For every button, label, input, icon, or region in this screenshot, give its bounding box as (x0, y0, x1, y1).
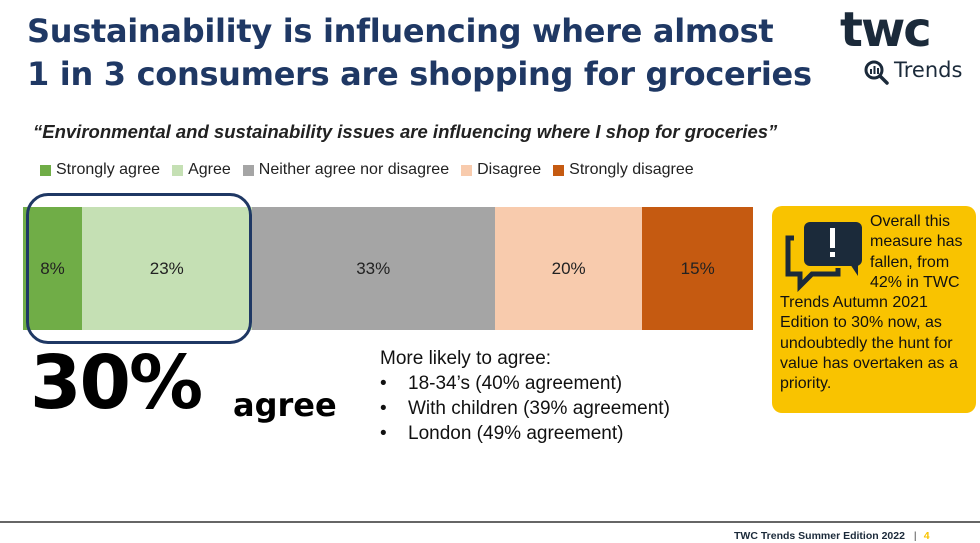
legend-item: Agree (172, 161, 231, 179)
data-label: 33% (356, 258, 391, 278)
legend-swatch (461, 164, 473, 176)
legend-label: Strongly disagree (569, 161, 694, 178)
bar-segment: 33% (251, 207, 495, 330)
footer-divider (0, 521, 980, 523)
legend-swatch (40, 164, 51, 176)
list-item: With children (39% agreement) (380, 396, 670, 421)
legend-label: Strongly agree (56, 161, 161, 178)
title-line-1: Sustainability is influencing where almo… (27, 12, 774, 50)
footer-separator: | (913, 530, 917, 542)
footer: TWC Trends Summer Edition 2022 | 4 (734, 530, 930, 542)
footer-text: TWC Trends Summer Edition 2022 (734, 530, 905, 542)
summary-label: agree (233, 386, 337, 424)
legend-swatch (172, 164, 184, 176)
agree-highlight-box (26, 193, 252, 344)
chat-alert-icon (785, 222, 862, 292)
data-label: 15% (680, 258, 715, 278)
legend-swatch (242, 164, 254, 176)
legend-item: Disagree (461, 161, 541, 179)
chart-title: “Environmental and sustainability issues… (33, 121, 778, 142)
stacked-bar: 8% 23% 33% 20% 15% (23, 207, 753, 330)
bar-segment: 23% (81, 207, 252, 330)
data-label: 20% (551, 258, 586, 278)
bar-segment: 8% (23, 207, 82, 330)
logo-trends: Trends (894, 58, 963, 82)
data-label: 23% (149, 258, 184, 278)
summary-value: 30% (30, 340, 203, 426)
list-item: 18-34’s (40% agreement) (380, 371, 670, 396)
slide-title: Sustainability is influencing where almo… (27, 10, 812, 96)
legend-label: Neither agree nor disagree (258, 161, 450, 178)
legend: Strongly agree Agree Neither agree nor dis… (40, 161, 694, 179)
callout-text: Overall this measure has fallen, from 42… (780, 213, 963, 393)
list-item: London (49% agreement) (380, 421, 670, 446)
bar-segment: 20% (494, 207, 643, 330)
bar-segment: 15% (642, 207, 753, 330)
page-number: 4 (923, 530, 930, 542)
legend-swatch (553, 164, 565, 176)
legend-label: Disagree (477, 161, 542, 178)
more-likely-list: More likely to agree: 18-34’s (40% agree… (380, 346, 670, 446)
legend-item: Strongly disagree (553, 161, 694, 179)
more-likely-heading: More likely to agree: (380, 348, 552, 369)
callout-box: Overall this measure has fallen, from 42… (772, 206, 976, 413)
legend-item: Neither agree nor disagree (242, 161, 450, 179)
legend-label: Agree (188, 161, 231, 178)
logo-twc: twc (840, 2, 932, 58)
legend-item: Strongly agree (40, 161, 160, 179)
twc-trends-logo: twc Trends (838, 2, 968, 88)
data-label: 8% (40, 258, 65, 278)
magnifier-chart-icon (864, 60, 889, 85)
title-line-2: 1 in 3 consumers are shopping for grocer… (27, 55, 812, 93)
